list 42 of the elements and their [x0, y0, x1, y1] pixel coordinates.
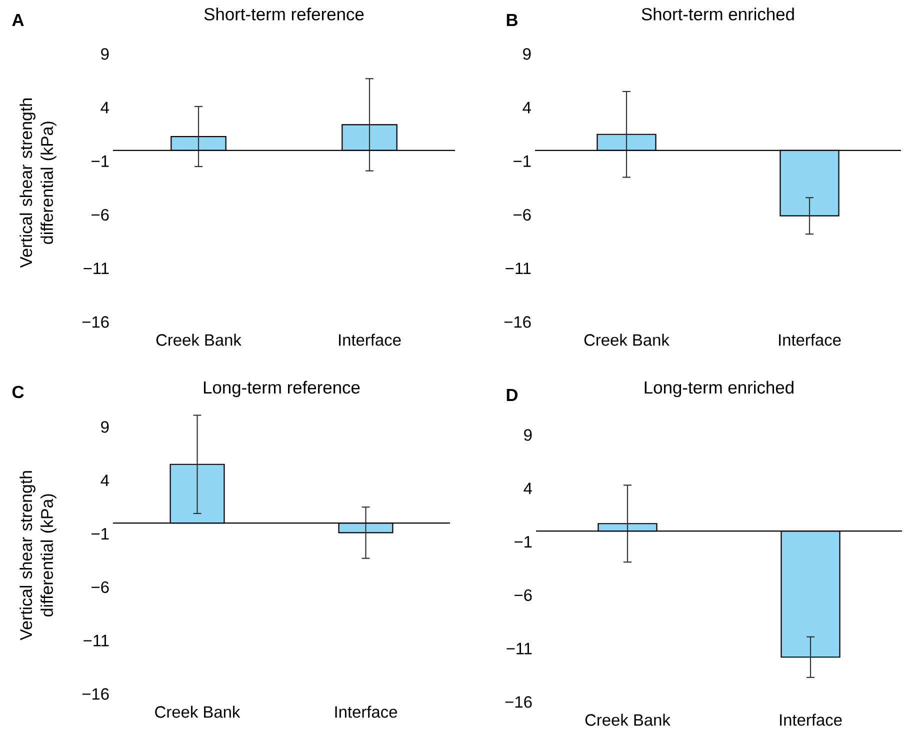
y-tick-label: −1: [92, 156, 109, 167]
y-tick-label: −6: [514, 208, 531, 221]
y-tick-label: 9: [523, 48, 531, 60]
y-tick-label: −11: [506, 642, 532, 654]
y-tick-label: 4: [100, 474, 109, 486]
y-tick-label: −16: [505, 696, 532, 708]
chart-title: Short-term reference: [204, 8, 364, 20]
y-tick-label: −16: [82, 688, 109, 700]
x-tick-label: Interface: [780, 714, 842, 726]
y-tick-label: −11: [84, 262, 109, 274]
y-tick-label: −11: [84, 634, 109, 646]
y-tick-label: 9: [524, 429, 532, 441]
y-tick-label: −1: [514, 536, 532, 548]
y-tick-label: −16: [504, 316, 531, 328]
text: D: [506, 388, 518, 401]
y-tick-label: −6: [92, 581, 109, 593]
y-axis-title: Vertical shear strength differential (kPa): [20, 471, 56, 640]
x-tick-label: Creek Bank: [156, 334, 242, 346]
y-tick-label: −6: [514, 589, 532, 601]
text: A: [12, 14, 24, 26]
chart-title: Long-term reference: [204, 380, 360, 398]
x-tick-label: Interface: [339, 334, 401, 346]
y-tick-label: 4: [522, 102, 532, 114]
y-axis-title: Vertical shear strength differential (kPa): [20, 98, 56, 268]
y-tick-label: −16: [82, 316, 109, 328]
y-tick-label: −1: [514, 156, 531, 167]
chart-title: Short-term enriched: [642, 8, 794, 20]
y-tick-label: −1: [92, 528, 109, 540]
y-tick-label: 9: [101, 421, 109, 433]
x-tick-label: Creek Bank: [584, 334, 670, 346]
text: C: [12, 386, 24, 398]
x-tick-label: Interface: [335, 706, 398, 718]
y-tick-label: 9: [101, 48, 109, 60]
y-tick-label: −6: [92, 208, 109, 221]
x-tick-label: Creek Bank: [585, 714, 670, 726]
y-tick-label: 4: [100, 102, 109, 114]
y-tick-label: −11: [506, 262, 531, 274]
x-tick-label: Creek Bank: [155, 706, 240, 718]
x-tick-label: Interface: [779, 334, 841, 346]
text: B: [506, 14, 518, 26]
chart-title: Long-term enriched: [644, 380, 794, 398]
y-tick-label: 4: [524, 482, 532, 494]
